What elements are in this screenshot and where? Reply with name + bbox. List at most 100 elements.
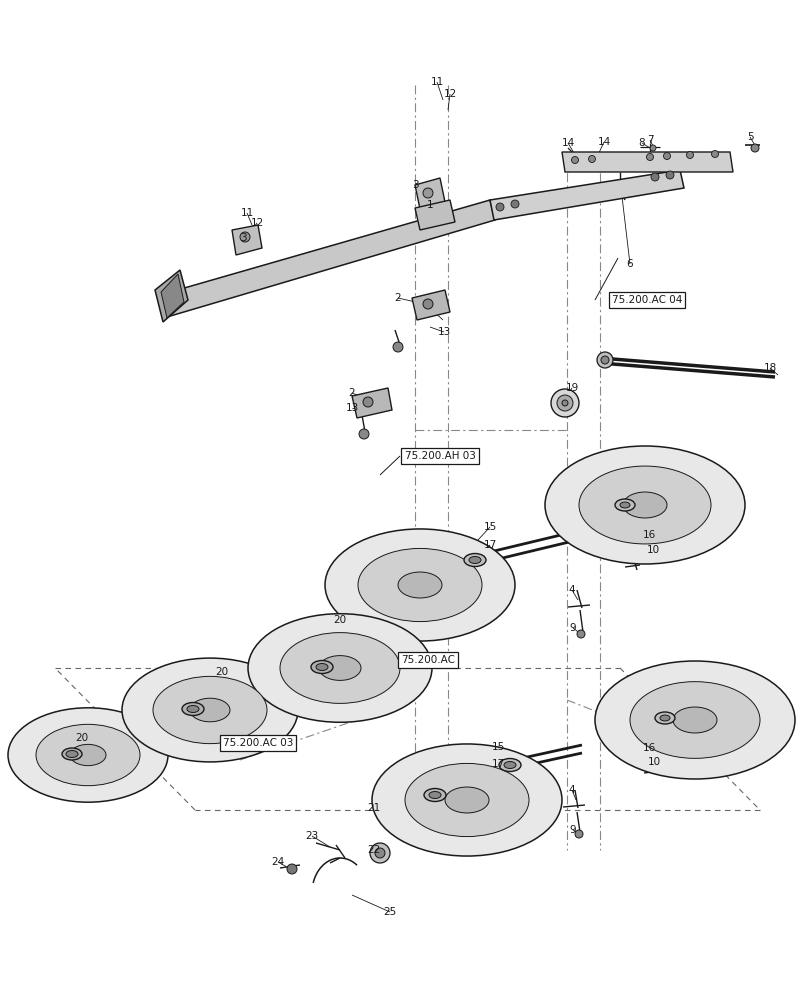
Ellipse shape bbox=[62, 748, 82, 760]
Ellipse shape bbox=[623, 492, 667, 518]
Text: 20: 20 bbox=[334, 615, 347, 625]
Circle shape bbox=[601, 356, 609, 364]
Circle shape bbox=[751, 144, 759, 152]
Text: 4: 4 bbox=[569, 585, 575, 595]
Text: 5: 5 bbox=[747, 132, 753, 142]
Text: 10: 10 bbox=[647, 757, 661, 767]
Text: 75.200.AC: 75.200.AC bbox=[401, 655, 455, 665]
Polygon shape bbox=[352, 388, 392, 418]
Ellipse shape bbox=[311, 660, 333, 674]
Text: 10: 10 bbox=[646, 545, 659, 555]
Circle shape bbox=[562, 400, 568, 406]
Circle shape bbox=[359, 429, 369, 439]
Text: 14: 14 bbox=[562, 138, 574, 148]
Text: 17: 17 bbox=[491, 759, 505, 769]
Polygon shape bbox=[415, 178, 445, 209]
Text: 16: 16 bbox=[642, 743, 655, 753]
Text: 75.200.AC 04: 75.200.AC 04 bbox=[612, 295, 682, 305]
Circle shape bbox=[575, 830, 583, 838]
Circle shape bbox=[663, 152, 671, 159]
Text: 2: 2 bbox=[349, 388, 356, 398]
Circle shape bbox=[393, 342, 403, 352]
Circle shape bbox=[557, 395, 573, 411]
Circle shape bbox=[650, 145, 656, 151]
Ellipse shape bbox=[398, 572, 442, 598]
Text: 9: 9 bbox=[570, 825, 576, 835]
Text: 17: 17 bbox=[483, 540, 497, 550]
Circle shape bbox=[651, 173, 659, 181]
Text: 2: 2 bbox=[394, 293, 402, 303]
Polygon shape bbox=[161, 274, 184, 318]
Text: 9: 9 bbox=[570, 623, 576, 633]
Text: 1: 1 bbox=[427, 200, 433, 210]
Text: 4: 4 bbox=[569, 785, 575, 795]
Ellipse shape bbox=[70, 744, 106, 766]
Text: 8: 8 bbox=[638, 138, 646, 148]
Ellipse shape bbox=[8, 708, 168, 802]
Circle shape bbox=[577, 630, 585, 638]
Text: 12: 12 bbox=[250, 218, 263, 228]
Text: 23: 23 bbox=[305, 831, 318, 841]
Text: 16: 16 bbox=[642, 530, 655, 540]
Circle shape bbox=[712, 150, 718, 157]
Ellipse shape bbox=[190, 698, 230, 722]
Text: 19: 19 bbox=[566, 383, 579, 393]
Circle shape bbox=[571, 156, 579, 163]
Ellipse shape bbox=[66, 750, 78, 758]
Text: 3: 3 bbox=[240, 233, 246, 243]
Ellipse shape bbox=[445, 787, 489, 813]
Text: 13: 13 bbox=[345, 403, 359, 413]
Ellipse shape bbox=[358, 548, 482, 622]
Circle shape bbox=[511, 200, 519, 208]
Circle shape bbox=[687, 151, 693, 158]
Ellipse shape bbox=[182, 702, 204, 716]
Polygon shape bbox=[155, 270, 188, 322]
Ellipse shape bbox=[545, 446, 745, 564]
Text: 11: 11 bbox=[240, 208, 254, 218]
Polygon shape bbox=[562, 152, 733, 172]
Circle shape bbox=[240, 232, 250, 242]
Ellipse shape bbox=[122, 658, 298, 762]
Ellipse shape bbox=[280, 633, 400, 703]
Text: 3: 3 bbox=[412, 180, 419, 190]
Ellipse shape bbox=[660, 715, 670, 721]
Circle shape bbox=[363, 397, 373, 407]
Circle shape bbox=[423, 188, 433, 198]
Ellipse shape bbox=[319, 656, 361, 680]
Ellipse shape bbox=[372, 744, 562, 856]
Circle shape bbox=[287, 864, 297, 874]
Ellipse shape bbox=[153, 676, 267, 744]
Polygon shape bbox=[160, 288, 175, 317]
Text: 12: 12 bbox=[444, 89, 457, 99]
Text: 7: 7 bbox=[646, 135, 654, 145]
Ellipse shape bbox=[248, 614, 432, 722]
Text: 22: 22 bbox=[368, 845, 381, 855]
Ellipse shape bbox=[499, 758, 521, 772]
Ellipse shape bbox=[429, 792, 441, 798]
Circle shape bbox=[551, 389, 579, 417]
Polygon shape bbox=[412, 290, 450, 320]
Circle shape bbox=[666, 171, 674, 179]
Polygon shape bbox=[160, 200, 495, 317]
Circle shape bbox=[370, 843, 390, 863]
Polygon shape bbox=[232, 225, 262, 255]
Polygon shape bbox=[415, 200, 455, 230]
Ellipse shape bbox=[620, 502, 630, 508]
Text: 15: 15 bbox=[483, 522, 497, 532]
Circle shape bbox=[597, 352, 613, 368]
Text: 18: 18 bbox=[764, 363, 776, 373]
Ellipse shape bbox=[325, 529, 515, 641]
Circle shape bbox=[646, 153, 654, 160]
Ellipse shape bbox=[187, 706, 199, 712]
Ellipse shape bbox=[630, 682, 760, 758]
Ellipse shape bbox=[424, 788, 446, 802]
Ellipse shape bbox=[595, 661, 795, 779]
Text: 6: 6 bbox=[627, 259, 633, 269]
Circle shape bbox=[423, 299, 433, 309]
Ellipse shape bbox=[673, 707, 717, 733]
Circle shape bbox=[588, 155, 595, 162]
Text: 20: 20 bbox=[75, 733, 89, 743]
Text: 11: 11 bbox=[431, 77, 444, 87]
Ellipse shape bbox=[36, 724, 140, 786]
Text: 13: 13 bbox=[437, 327, 451, 337]
